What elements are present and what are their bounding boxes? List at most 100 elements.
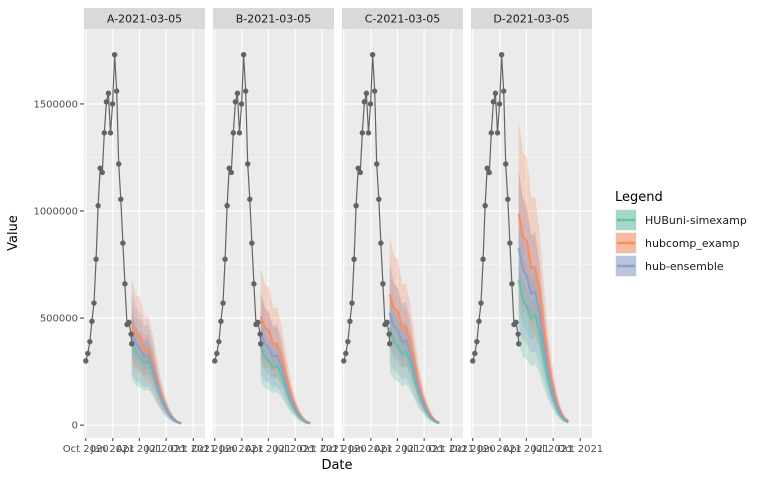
panel-background [84,29,205,438]
forecast-median-line [517,279,569,424]
observed-point [126,319,132,326]
observed-point [91,300,97,306]
x-tick-label: Oct 2020 [63,444,109,455]
observed-point [212,358,218,364]
observed-point [85,350,91,357]
observed-point [507,240,513,246]
x-tick-label: Jan 2021 [348,444,393,455]
x-tick-label: Oct 2021 [170,444,216,455]
y-tick-label: 1500000 [33,99,78,110]
x-tick-label: Oct 2021 [557,444,603,455]
y-axis: 0 500000 1000000 1500000 [33,99,84,432]
facet-strip-label: B-2021-03-05 [236,13,311,26]
legend-item: HUBuni-simexamp [615,209,747,231]
observed-point [498,51,505,58]
observed-point [503,161,509,167]
x-tick-label: Oct 2020 [321,444,367,455]
observed-point [238,101,245,107]
facet-strip-label: C-2021-03-05 [365,13,441,26]
observed-point [107,130,114,136]
observed-point [509,281,515,287]
observed-point [251,281,257,287]
y-tick-label: 0 [72,421,78,432]
x-tick-label: Jul 2021 [532,444,574,455]
observed-point [228,169,234,176]
forecast-band [260,291,311,425]
observed-point [478,300,484,306]
observed-line [214,54,262,362]
legend-label: hubcomp_examp [645,237,739,250]
observed-point [515,331,521,337]
observed-point [230,130,237,136]
observed-point [371,88,378,94]
observed-point [234,90,241,96]
x-tick-label: Apr 2021 [116,444,162,455]
facet-strip [213,8,334,29]
legend-title: Legend [615,190,663,205]
observed-point [95,202,101,209]
observed-point [109,101,116,107]
observed-point [87,338,93,345]
observed-point [386,341,393,347]
observed-point [113,88,120,94]
legend-label: hub-ensemble [645,260,724,273]
facet-strip [84,8,205,29]
observed-point [97,165,103,171]
observed-point [242,88,249,94]
x-tick-label: Apr 2021 [503,444,549,455]
facet-strip [342,8,463,29]
forecast-median-line [130,332,182,425]
forecast-band [518,228,569,424]
observed-point [474,338,480,345]
observed-point [214,350,220,357]
observed-point [83,358,89,364]
observed-point [351,256,357,262]
panel-background [213,29,334,438]
observed-point [101,130,108,136]
observed-point [120,240,126,246]
legend-item: hub-ensemble [615,255,724,277]
observed-point [374,161,380,167]
observed-point [384,319,390,326]
x-tick-label: Apr 2021 [374,444,420,455]
y-tick-label: 1000000 [33,207,78,218]
observed-point [218,318,224,324]
observed-point [118,196,124,202]
forecast-band [260,319,311,425]
x-axis-title: Date [321,458,352,473]
observed-point [226,165,232,171]
observed-line [472,54,520,362]
observed-point [224,202,230,209]
observed-point [363,90,370,96]
observed-point [476,318,482,324]
observed-point [216,338,222,345]
observed-point [89,318,95,324]
observed-point [220,300,226,306]
observed-point [488,130,495,136]
observed-point [472,350,478,357]
observed-point [105,90,112,96]
forecast-band [389,235,440,424]
observed-point [247,196,253,202]
y-tick-label: 500000 [40,314,78,325]
observed-point [128,331,134,337]
observed-point [353,202,359,209]
observed-point [245,161,251,167]
observed-point [378,240,384,246]
observed-point [490,99,497,105]
forecast-median-line [388,312,440,424]
observed-point [255,319,261,326]
observed-point [347,318,353,324]
x-tick-label: Oct 2021 [428,444,474,455]
observed-point [494,130,501,136]
forecast-median-line [259,332,311,425]
observed-point [505,196,511,202]
x-tick-label: Oct 2021 [299,444,345,455]
observed-point [122,281,128,287]
facet-strip-label: D-2021-03-05 [493,13,569,26]
observed-point [369,51,376,58]
observed-point [486,169,492,176]
forecast-band [389,262,440,424]
